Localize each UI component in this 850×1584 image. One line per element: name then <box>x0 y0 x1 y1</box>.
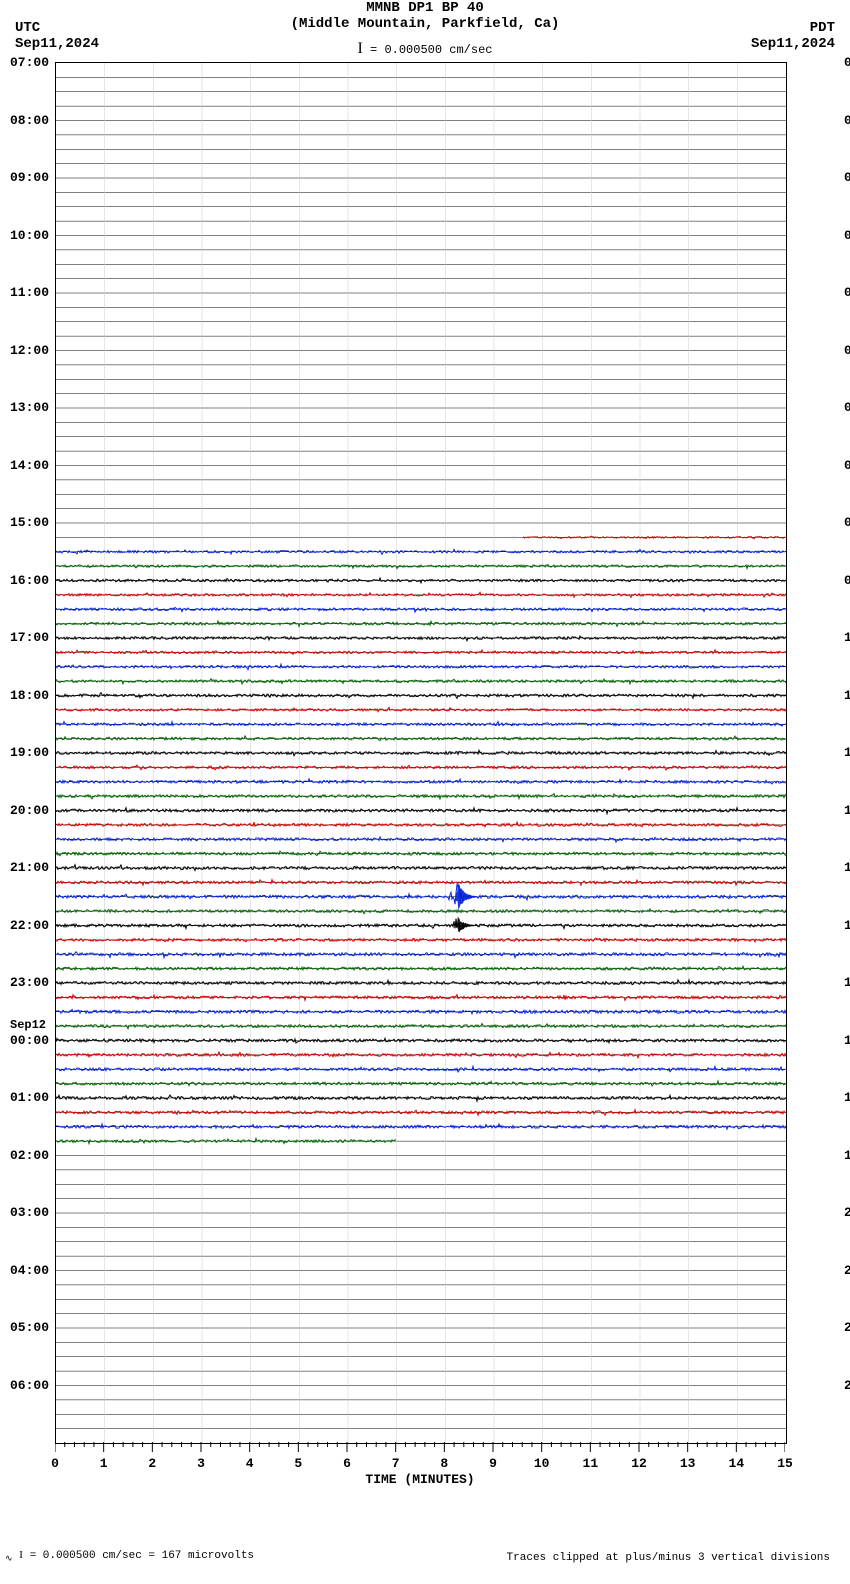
pdt-hour-label: 03:15 <box>844 228 850 243</box>
utc-hour-label: 01:00 <box>10 1090 49 1105</box>
utc-hour-label: 06:00 <box>10 1378 49 1393</box>
pdt-hour-label: 16:15 <box>844 975 850 990</box>
utc-label: UTC <box>15 20 99 36</box>
utc-hour-label: 10:00 <box>10 228 49 243</box>
seismogram-svg <box>56 63 786 1443</box>
utc-hour-label: 07:00 <box>10 55 49 70</box>
pdt-hour-label: 05:15 <box>844 343 850 358</box>
pdt-hour-label: 17:15 <box>844 1033 850 1048</box>
utc-hour-label: 08:00 <box>10 113 49 128</box>
station-location: (Middle Mountain, Parkfield, Ca) <box>0 16 850 32</box>
utc-hour-label: 02:00 <box>10 1148 49 1163</box>
x-tick-label: 4 <box>246 1456 254 1471</box>
pdt-hour-label: 09:15 <box>844 573 850 588</box>
utc-hour-label: 05:00 <box>10 1320 49 1335</box>
pdt-hour-label: 08:15 <box>844 515 850 530</box>
x-axis-ticks <box>55 1442 785 1456</box>
x-tick-label: 14 <box>729 1456 745 1471</box>
pdt-hour-label: 20:15 <box>844 1205 850 1220</box>
x-tick-label: 5 <box>294 1456 302 1471</box>
utc-hour-label: 14:00 <box>10 458 49 473</box>
scale-text: = 0.000500 cm/sec <box>370 43 492 57</box>
x-tick-label: 7 <box>392 1456 400 1471</box>
pdt-hour-label: 04:15 <box>844 285 850 300</box>
utc-hour-label: 19:00 <box>10 745 49 760</box>
x-tick-label: 2 <box>148 1456 156 1471</box>
x-tick-label: 12 <box>631 1456 647 1471</box>
utc-hour-label: 21:00 <box>10 860 49 875</box>
pdt-hour-label: 18:15 <box>844 1090 850 1105</box>
seismogram-container: MMNB DP1 BP 40 (Middle Mountain, Parkfie… <box>0 0 850 1584</box>
x-tick-label: 10 <box>534 1456 550 1471</box>
x-axis: 0123456789101112131415 TIME (MINUTES) <box>55 1442 785 1492</box>
pdt-hour-label: 12:15 <box>844 745 850 760</box>
header-center: MMNB DP1 BP 40 (Middle Mountain, Parkfie… <box>0 0 850 32</box>
utc-hour-label: 22:00 <box>10 918 49 933</box>
pdt-hour-label: 00:15 <box>844 55 850 70</box>
footer-left: ∿ I = 0.000500 cm/sec = 167 microvolts <box>5 1549 254 1564</box>
pdt-hour-label: 15:15 <box>844 918 850 933</box>
utc-hour-label: 12:00 <box>10 343 49 358</box>
pdt-hour-label: 19:15 <box>844 1148 850 1163</box>
x-tick-label: 3 <box>197 1456 205 1471</box>
pdt-hour-label: 06:15 <box>844 400 850 415</box>
pdt-hour-label: 02:15 <box>844 170 850 185</box>
pdt-hour-label: 22:15 <box>844 1320 850 1335</box>
x-tick-label: 1 <box>100 1456 108 1471</box>
x-axis-title: TIME (MINUTES) <box>55 1472 785 1487</box>
utc-hour-label: 13:00 <box>10 400 49 415</box>
x-tick-label: 6 <box>343 1456 351 1471</box>
pdt-hour-label: 07:15 <box>844 458 850 473</box>
x-tick-label: 11 <box>583 1456 599 1471</box>
pdt-hour-label: 13:15 <box>844 803 850 818</box>
utc-hour-label: 00:00 <box>10 1033 49 1048</box>
utc-hour-label: 16:00 <box>10 573 49 588</box>
utc-hour-label: 11:00 <box>10 285 49 300</box>
x-tick-label: 9 <box>489 1456 497 1471</box>
footer-left-text: = 0.000500 cm/sec = 167 microvolts <box>30 1550 254 1562</box>
pdt-hour-label: 14:15 <box>844 860 850 875</box>
scale-indicator: I = 0.000500 cm/sec <box>0 40 850 58</box>
station-id: MMNB DP1 BP 40 <box>0 0 850 16</box>
x-tick-label: 0 <box>51 1456 59 1471</box>
date-marker: Sep12 <box>10 1018 46 1032</box>
plot-area <box>55 62 787 1444</box>
utc-hour-label: 03:00 <box>10 1205 49 1220</box>
footer-right: Traces clipped at plus/minus 3 vertical … <box>507 1552 830 1564</box>
x-tick-label: 8 <box>440 1456 448 1471</box>
utc-hour-label: 15:00 <box>10 515 49 530</box>
x-tick-label: 15 <box>777 1456 793 1471</box>
utc-hour-label: 23:00 <box>10 975 49 990</box>
pdt-hour-label: 01:15 <box>844 113 850 128</box>
pdt-label: PDT <box>751 20 835 36</box>
utc-hour-label: 18:00 <box>10 688 49 703</box>
utc-hour-label: 17:00 <box>10 630 49 645</box>
x-tick-label: 13 <box>680 1456 696 1471</box>
pdt-hour-label: 21:15 <box>844 1263 850 1278</box>
pdt-hour-label: 11:15 <box>844 688 850 703</box>
utc-hour-label: 04:00 <box>10 1263 49 1278</box>
utc-hour-label: 09:00 <box>10 170 49 185</box>
pdt-hour-label: 23:15 <box>844 1378 850 1393</box>
pdt-hour-label: 10:15 <box>844 630 850 645</box>
utc-hour-label: 20:00 <box>10 803 49 818</box>
